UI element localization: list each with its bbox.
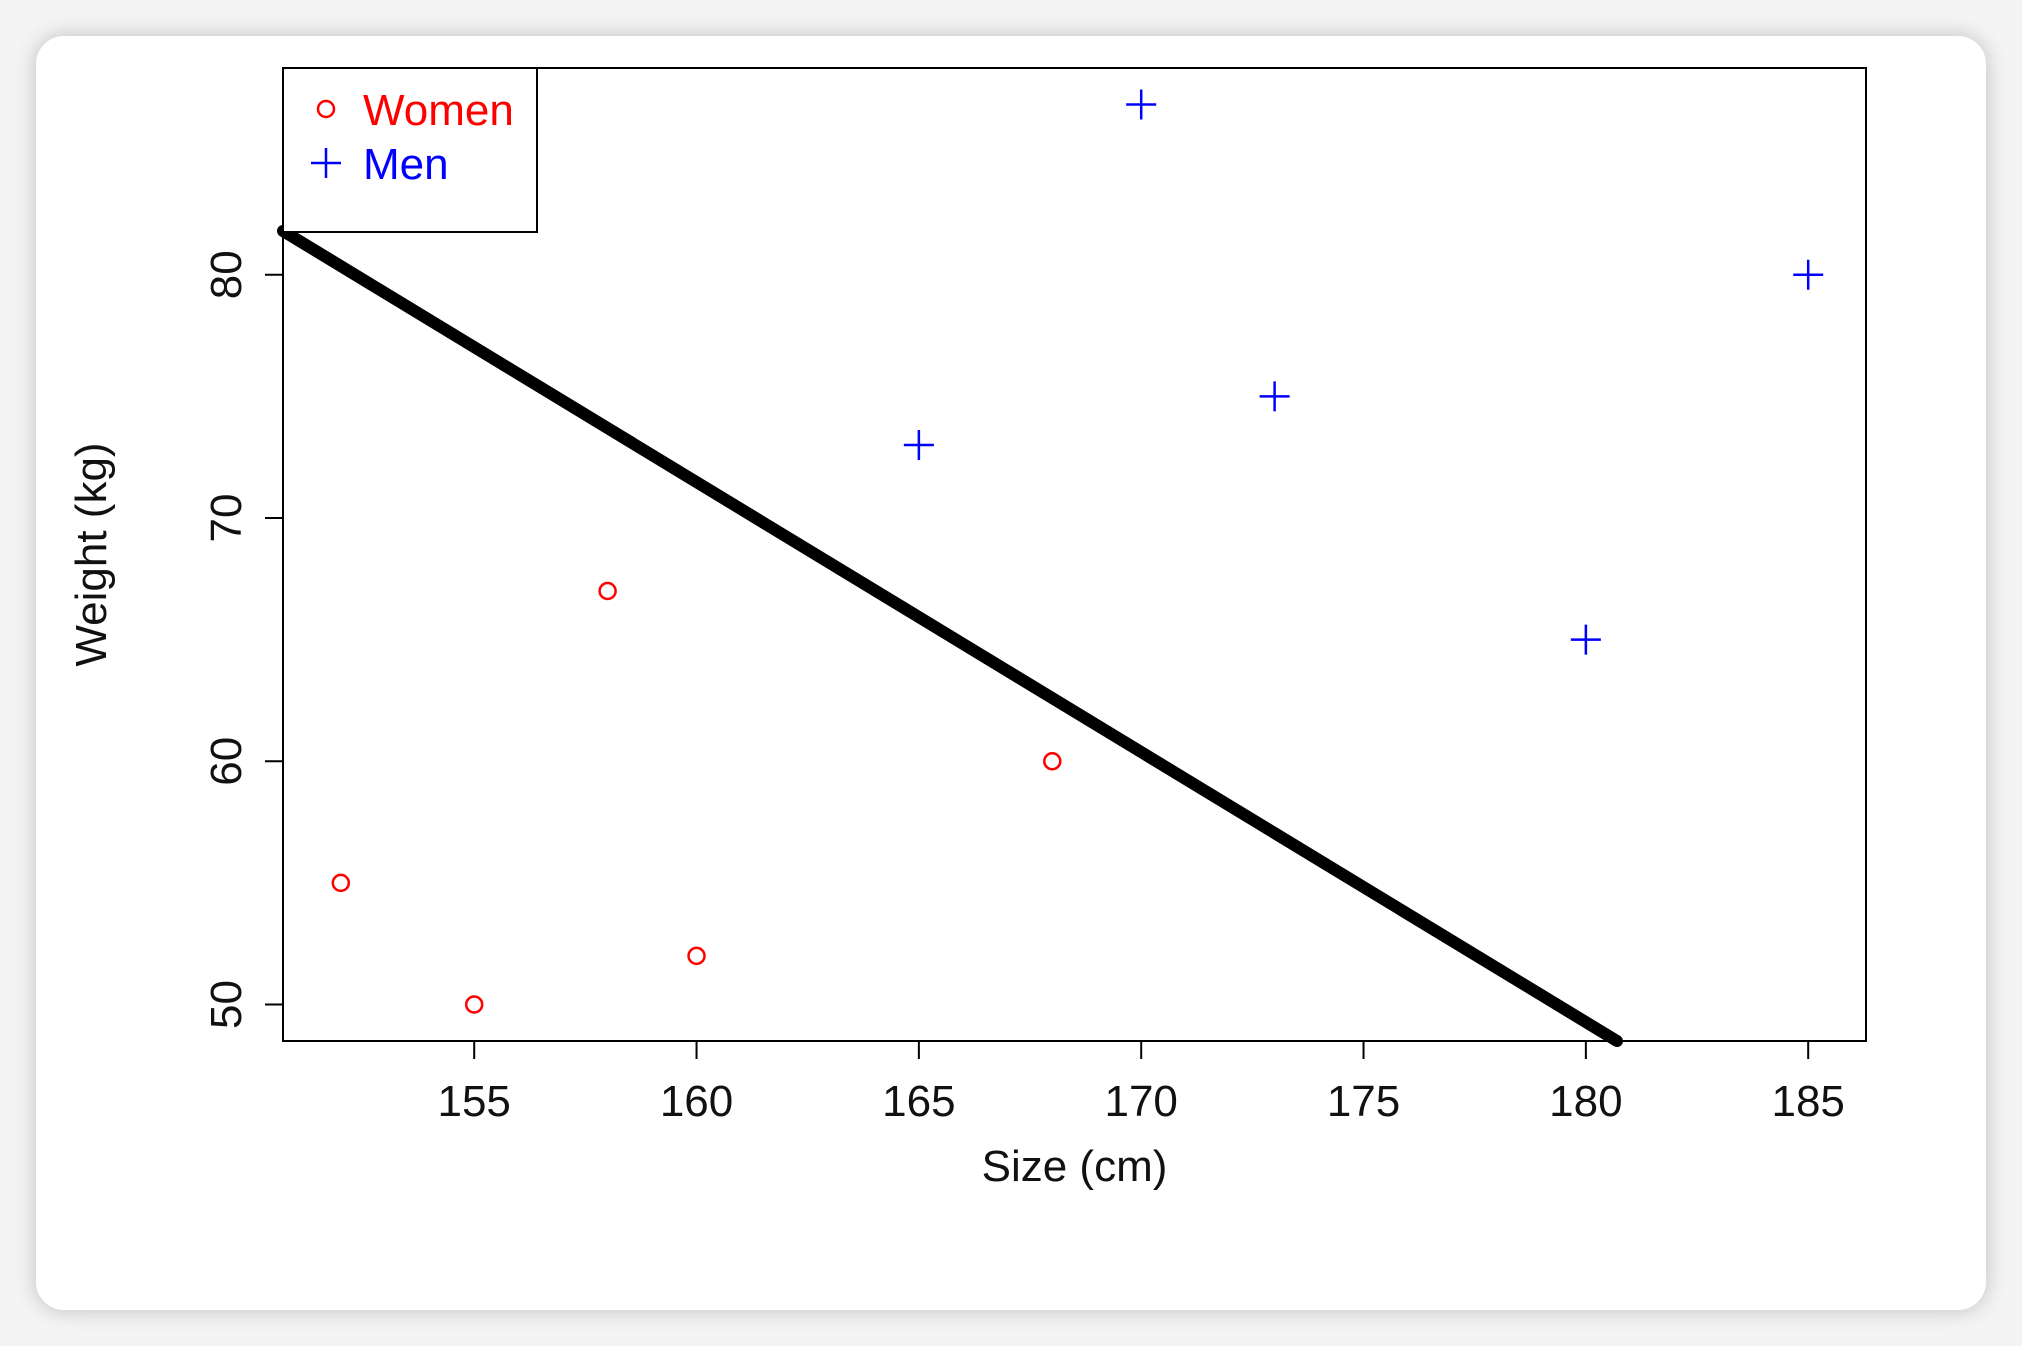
point-men-3 xyxy=(1570,624,1601,655)
scatter-chart: 155 160 165 170 175 180 185 50 60 70 80 Size (cm)… xyxy=(67,67,1867,1191)
x-tick-label-165: 165 xyxy=(882,1077,955,1126)
legend: Women Men xyxy=(282,67,538,233)
point-men-1 xyxy=(1126,89,1157,120)
x-tick-label-155: 155 xyxy=(437,1077,510,1126)
point-women-4 xyxy=(1043,752,1062,771)
legend-marker-women xyxy=(316,99,336,119)
y-tick-label-60: 60 xyxy=(202,737,251,786)
x-tick-label-160: 160 xyxy=(660,1077,733,1126)
legend-symbol-men xyxy=(311,148,341,178)
x-tick-label-170: 170 xyxy=(1104,1077,1177,1126)
point-men-2 xyxy=(1259,381,1290,412)
x-axis-title: Size (cm) xyxy=(982,1142,1168,1191)
legend-label-women: Women xyxy=(363,86,514,135)
y-axis: 50 60 70 80 xyxy=(202,250,283,1029)
point-women-0 xyxy=(331,873,351,893)
x-tick-label-185: 185 xyxy=(1771,1077,1844,1126)
x-axis: 155 160 165 170 175 180 185 xyxy=(437,1041,1845,1126)
legend-symbol-women xyxy=(316,99,336,119)
point-men-4 xyxy=(1793,259,1824,290)
plot-area xyxy=(282,67,1867,1042)
plot-frame xyxy=(282,67,1867,1042)
chart-card: 155 160 165 170 175 180 185 50 60 70 80 Size (cm)… xyxy=(36,36,1986,1310)
point-women-2 xyxy=(598,581,617,601)
point-women-3 xyxy=(687,946,706,966)
trend-line xyxy=(277,224,1623,1047)
y-tick-label-50: 50 xyxy=(202,980,251,1029)
data-marks xyxy=(277,89,1824,1047)
legend-marker-men xyxy=(311,148,341,178)
y-axis-title: Weight (kg) xyxy=(67,442,116,666)
legend-label-men: Men xyxy=(363,140,449,189)
y-tick-label-70: 70 xyxy=(202,494,251,543)
point-men-0 xyxy=(903,430,934,461)
y-tick-label-80: 80 xyxy=(202,250,251,299)
point-women-1 xyxy=(464,995,484,1014)
x-tick-label-175: 175 xyxy=(1327,1077,1400,1126)
x-tick-label-180: 180 xyxy=(1549,1077,1622,1126)
